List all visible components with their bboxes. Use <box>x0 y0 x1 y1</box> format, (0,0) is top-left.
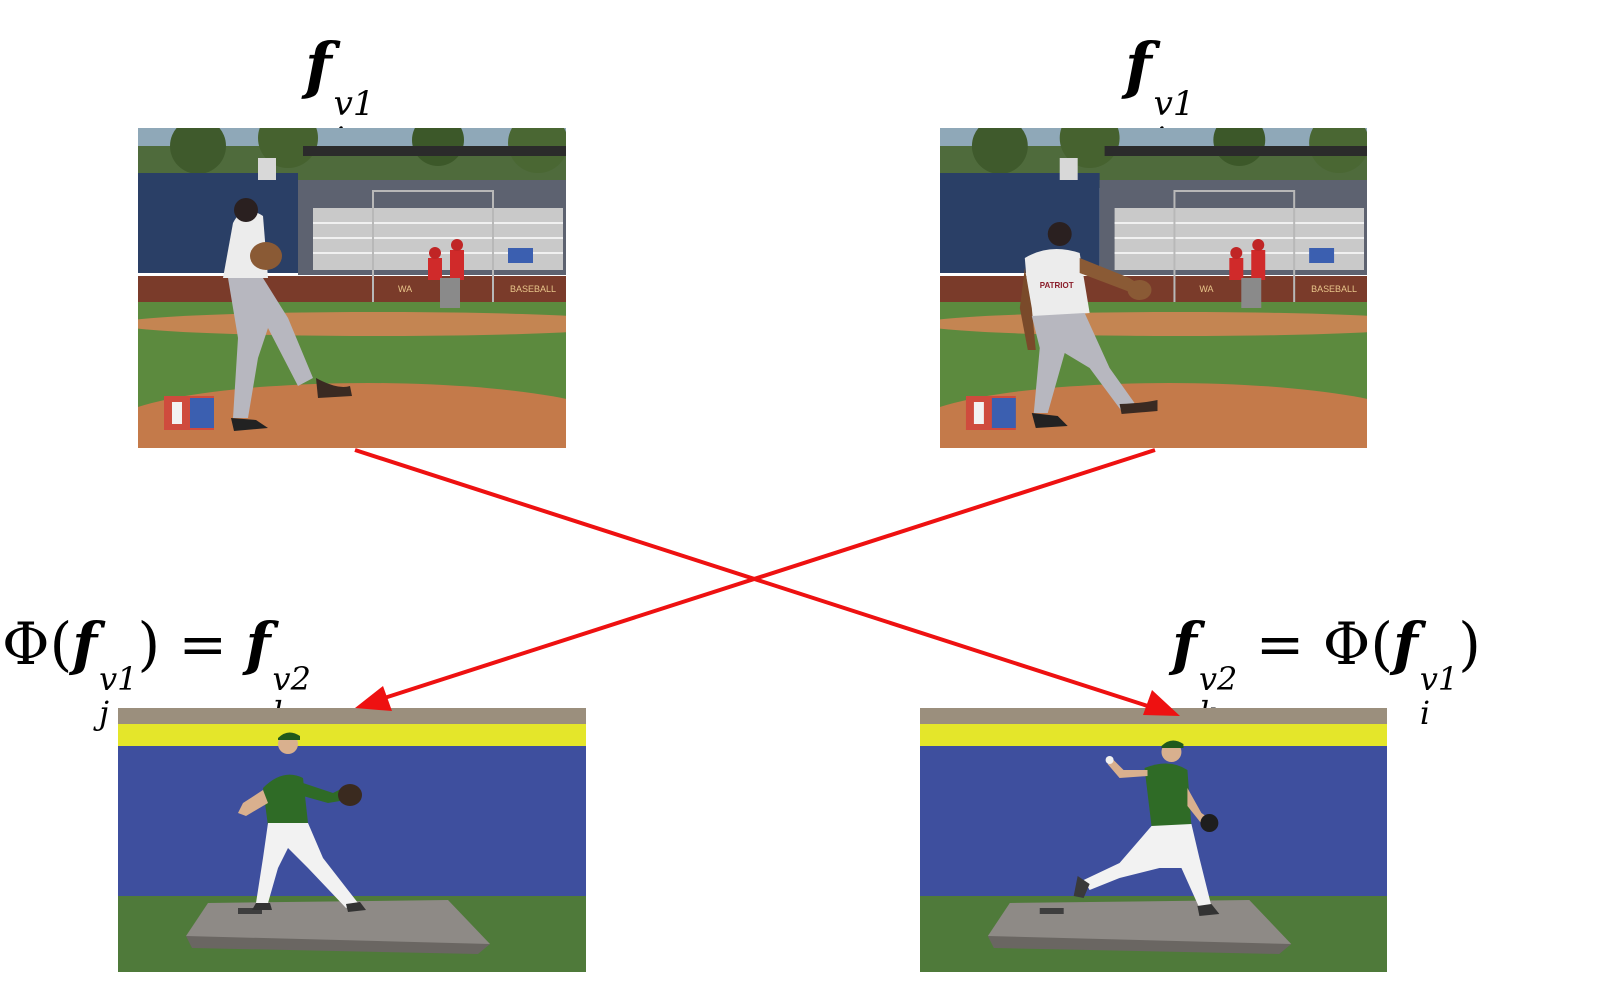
frame-top-right-outdoor-pitcher: WA BASEBALL PATRIOT <box>940 128 1367 448</box>
left-paren: ( <box>1370 610 1393 678</box>
indoor-mound-illustration <box>920 708 1387 972</box>
frame-top-left-outdoor-pitcher: WA BASEBALL <box>138 128 566 448</box>
wall-banner-text: WA <box>1199 284 1213 294</box>
shirt-text: PATRIOT <box>1040 281 1074 290</box>
result-base: f <box>245 610 271 678</box>
equals-sign: = <box>1255 610 1305 678</box>
wall-banner-text: WA <box>398 284 412 294</box>
outdoor-field-illustration: WA BASEBALL PATRIOT <box>940 128 1367 448</box>
result-base: f <box>1172 610 1197 678</box>
result-superscript: v2 <box>272 660 311 699</box>
right-paren: ) <box>137 610 161 678</box>
result-superscript: v2 <box>1198 660 1238 699</box>
indoor-mound-illustration <box>118 708 586 972</box>
frame-bottom-left-indoor-pitcher <box>118 708 586 972</box>
arg-subscript: i <box>1419 694 1431 732</box>
outdoor-field-illustration: WA BASEBALL <box>138 128 566 448</box>
arg-base: f <box>72 610 98 678</box>
arg-superscript: v1 <box>99 660 138 699</box>
label-base: f <box>1125 29 1152 102</box>
frame-bottom-right-indoor-pitcher <box>920 708 1387 972</box>
arg-subscript: j <box>99 694 110 732</box>
label-superscript: v1 <box>1153 83 1195 124</box>
label-superscript: v1 <box>333 83 375 124</box>
right-paren: ) <box>1458 610 1481 678</box>
arg-base: f <box>1392 610 1418 678</box>
phi-symbol: Φ <box>2 610 50 678</box>
wall-banner-text-2: BASEBALL <box>1311 284 1357 294</box>
phi-symbol: Φ <box>1322 610 1371 678</box>
arrow-top-right-to-bottom-left <box>374 448 1156 703</box>
left-paren: ( <box>49 610 73 678</box>
arg-superscript: v1 <box>1419 660 1459 699</box>
arrow-top-left-to-bottom-right <box>354 448 1161 712</box>
equals-sign: = <box>178 610 228 678</box>
label-base: f <box>305 29 332 102</box>
wall-banner-text-2: BASEBALL <box>510 284 556 294</box>
